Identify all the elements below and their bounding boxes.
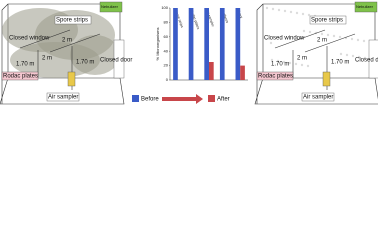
droplet [345, 53, 349, 57]
droplet [288, 61, 292, 65]
y-tick-label: 60 [164, 34, 169, 39]
fog [70, 35, 120, 75]
droplet [271, 7, 275, 11]
air-sampler-device [67, 71, 76, 87]
droplet [339, 52, 343, 56]
distance: 2 m [42, 56, 52, 62]
droplet [302, 29, 306, 33]
droplet [308, 30, 312, 34]
air-sampler-device [322, 71, 331, 87]
droplet [326, 33, 330, 37]
label-box [301, 92, 335, 102]
label: Spore strips [56, 18, 88, 24]
droplet [276, 59, 280, 63]
droplet [307, 13, 311, 17]
door [113, 39, 125, 79]
label: Spore strips [311, 18, 343, 24]
bar [219, 8, 225, 80]
droplet [269, 41, 273, 45]
rooms: Nebulizer Spore strips Closed window Closed… [0, 1, 378, 105]
label: Closed window [264, 36, 305, 42]
droplet [277, 8, 281, 12]
bar [235, 8, 241, 80]
nebulizer-label: Nebulizer [101, 4, 119, 9]
bar [209, 62, 214, 80]
label-box [46, 92, 80, 102]
droplet [332, 34, 336, 38]
droplet [306, 64, 310, 68]
droplet [282, 60, 286, 64]
x-tick-label: Surfaces [221, 9, 230, 24]
droplet [301, 12, 305, 16]
strip-line [49, 33, 101, 53]
droplet [351, 54, 355, 58]
droplet [362, 39, 366, 43]
bar [204, 8, 209, 80]
strip-line [19, 29, 71, 49]
chart: % Microorganisms 0 20 40 60 80 100 Spore strips… [132, 5, 248, 103]
droplet [363, 56, 367, 60]
label: Air sampler [48, 95, 78, 101]
distance: 1.70 m [16, 62, 34, 68]
droplet [270, 58, 274, 62]
nebulizer-box [99, 1, 123, 13]
nebulizer-label: Nebulizer [356, 4, 374, 9]
distance: 1.70 m [331, 60, 349, 66]
droplet [265, 6, 269, 10]
droplet [283, 9, 287, 13]
label-box [256, 71, 294, 81]
label-box [309, 15, 347, 25]
label: Rodac plates [3, 74, 38, 80]
distance: 2 m [297, 56, 307, 62]
room: Nebulizer Spore strips Closed window Closed… [254, 1, 378, 105]
y-tick-label: 0 [166, 77, 169, 82]
label-box [1, 71, 39, 81]
door [368, 39, 378, 79]
arrow [162, 94, 203, 104]
droplet [289, 10, 293, 14]
strip-line [274, 29, 326, 49]
bar [188, 8, 194, 80]
droplet [294, 62, 298, 66]
distance: 1.70 m [76, 60, 94, 66]
y-tick-label: 100 [161, 5, 168, 10]
label: Closed window [9, 36, 50, 42]
nebulizer-box [354, 1, 378, 13]
droplet [300, 63, 304, 67]
droplet [350, 37, 354, 41]
label: Closed door [355, 58, 378, 64]
y-tick-label: 40 [164, 48, 169, 53]
strip-line [304, 33, 356, 53]
droplet [295, 11, 299, 15]
x-tick-label: Spore strips [174, 9, 184, 28]
y-axis-label: % Microorganisms [155, 28, 160, 61]
room: Nebulizer Spore strips Closed window Closed… [0, 1, 132, 105]
distance: 2 m [62, 38, 72, 44]
bar [240, 65, 245, 80]
droplet [356, 38, 360, 42]
y-tick-label: 80 [164, 19, 169, 24]
x-tick-label: Air sampler [205, 9, 215, 28]
droplet [320, 32, 324, 36]
droplet [357, 55, 361, 59]
x-tick-label: Rodac plates [190, 9, 201, 30]
label-box [54, 15, 92, 25]
distance: 1.70 m [271, 62, 289, 68]
distance: 2 m [317, 38, 327, 44]
legend-label: Before [141, 97, 159, 103]
legend-swatch [132, 95, 139, 102]
figure: Nebulizer Spore strips Closed window Closed… [0, 1, 378, 105]
legend-label: After [217, 97, 230, 103]
y-tick-label: 20 [164, 63, 169, 68]
droplet [338, 35, 342, 39]
bar [173, 8, 178, 80]
label: Rodac plates [258, 74, 293, 80]
legend-swatch [208, 95, 215, 102]
label: Air sampler [303, 95, 333, 101]
label: Closed door [100, 58, 132, 64]
